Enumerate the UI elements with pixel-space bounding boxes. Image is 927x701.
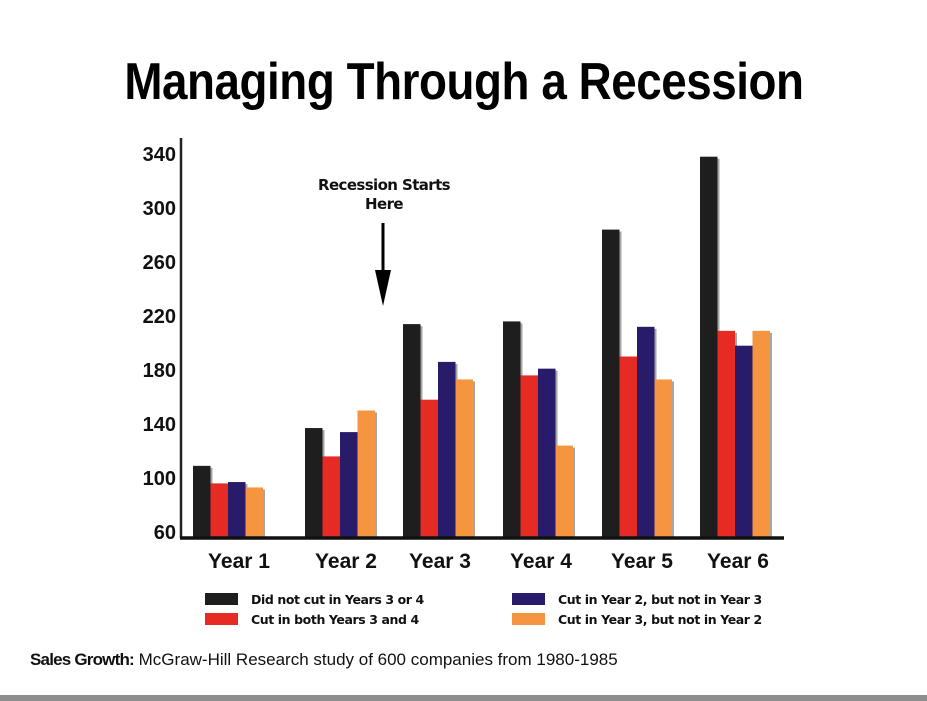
bar [322,456,340,537]
legend-label: Cut in Year 2, but not in Year 3 [558,592,762,607]
y-tick-label: 100 [143,468,176,490]
bar-group [503,321,575,537]
legend-label: Did not cut in Years 3 or 4 [251,592,424,607]
bar [403,324,421,537]
bar [654,379,672,537]
bar [245,487,263,537]
y-tick-label: 180 [143,360,176,382]
annotation-line-2: Here [365,195,403,213]
bar [717,330,735,537]
x-tick-label: Year 5 [611,550,673,573]
caption-text: McGraw-Hill Research study of 600 compan… [133,650,618,669]
x-tick-label: Year 6 [707,550,769,573]
bar [619,356,637,537]
bar [520,375,538,537]
bar [700,156,718,537]
arrow-down-icon [375,270,391,306]
bar-group [403,324,475,537]
bar [305,428,323,537]
bar [538,368,556,537]
bar [735,345,753,537]
bar-group [602,229,674,537]
bar [357,410,375,537]
x-axis-labels: Year 1 Year 2 Year 3 Year 4 Year 5 Year 6 [208,550,769,573]
bar [503,321,521,537]
bar [455,379,473,537]
bar [420,399,438,537]
x-tick-label: Year 3 [409,550,471,573]
caption-label: Sales Growth [30,650,130,669]
bar [340,432,358,537]
bar-group [193,465,265,537]
y-tick-label: 220 [143,306,176,328]
legend-label: Cut in both Years 3 and 4 [251,612,420,627]
bar [752,330,770,537]
y-tick-label: 340 [143,144,176,166]
chart-title-text: Managing Through a Recession [123,53,804,111]
legend-swatch [205,613,238,625]
bar-group [700,156,772,537]
bar [438,361,456,537]
footer-bar [0,695,927,701]
bar [210,483,228,537]
bar [555,445,573,537]
legend: Did not cut in Years 3 or 4 Cut in both Y… [205,592,762,627]
x-tick-label: Year 1 [208,550,270,573]
bar [228,482,246,537]
bar [602,229,620,537]
caption: Sales Growth: McGraw-Hill Research study… [30,650,618,670]
recession-annotation: Recession Starts Here [318,176,451,306]
legend-swatch [512,593,545,605]
legend-swatch [205,593,238,605]
y-tick-label: 140 [143,414,176,436]
chart-title: Managing Through a Recession [0,52,927,112]
bars [193,156,772,537]
x-tick-label: Year 4 [510,550,572,573]
legend-label: Cut in Year 3, but not in Year 2 [558,612,762,627]
bar [193,465,211,537]
y-tick-label: 260 [143,252,176,274]
x-tick-label: Year 2 [315,550,377,573]
bar [637,326,655,537]
annotation-line-1: Recession Starts [318,176,451,194]
caption-separator: : [129,650,135,669]
bar-group [305,410,377,537]
legend-swatch [512,613,545,625]
y-tick-label: 60 [154,522,176,544]
y-tick-label: 300 [143,198,176,220]
y-axis-ticks: 340 300 260 220 180 140 100 60 [143,144,176,544]
